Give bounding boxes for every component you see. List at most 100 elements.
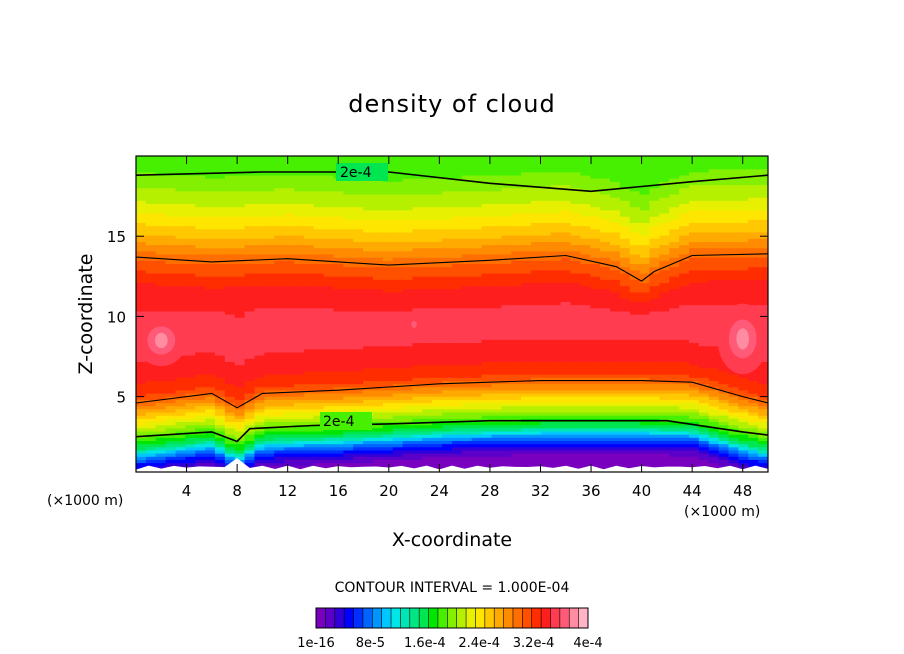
field-cell	[531, 206, 542, 211]
field-cell	[373, 355, 384, 359]
field-cell	[600, 276, 611, 280]
field-cell	[274, 449, 285, 454]
field-cell	[560, 361, 572, 366]
field-cell	[580, 456, 591, 460]
field-cell	[392, 216, 404, 220]
field-cell	[590, 184, 601, 189]
field-cell	[461, 307, 473, 312]
field-cell	[353, 288, 364, 293]
field-cell	[610, 272, 621, 277]
field-cell	[195, 301, 206, 306]
field-cell	[294, 317, 305, 321]
field-cell	[254, 244, 265, 249]
field-cell	[323, 156, 335, 160]
field-cell	[264, 364, 275, 369]
field-cell	[303, 241, 315, 246]
field-cell	[580, 430, 591, 435]
field-cell	[145, 187, 157, 192]
field-cell	[461, 348, 473, 353]
field-cell	[313, 427, 325, 432]
field-cell	[343, 247, 354, 252]
field-cell	[501, 260, 512, 265]
field-cell	[294, 197, 305, 201]
field-cell	[442, 200, 453, 204]
field-cell	[145, 301, 157, 306]
field-cell	[155, 374, 167, 378]
field-cell	[521, 405, 532, 410]
field-cell	[195, 408, 206, 413]
field-cell	[412, 367, 423, 372]
field-cell	[363, 159, 374, 163]
field-cell	[422, 276, 433, 280]
field-cell	[491, 443, 502, 448]
field-cell	[175, 250, 186, 255]
field-cell	[303, 377, 315, 381]
field-cell	[254, 361, 265, 366]
field-cell	[294, 421, 305, 426]
field-cell	[580, 260, 591, 265]
field-cell	[244, 449, 256, 454]
field-cell	[402, 370, 414, 375]
field-cell	[560, 159, 572, 163]
field-cell	[343, 219, 354, 223]
field-cell	[215, 159, 226, 163]
field-cell	[402, 336, 414, 340]
field-cell	[491, 402, 502, 407]
field-cell	[205, 364, 216, 369]
field-cell	[333, 190, 344, 195]
field-cell	[333, 351, 344, 356]
field-cell	[224, 336, 236, 340]
field-cell	[284, 184, 295, 189]
field-cell	[234, 288, 246, 293]
field-cell	[215, 212, 226, 217]
field-cell	[461, 355, 473, 359]
field-cell	[511, 361, 522, 366]
field-cell	[363, 247, 374, 252]
field-cell	[412, 225, 423, 230]
field-cell	[600, 370, 611, 375]
field-cell	[373, 336, 384, 340]
field-cell	[333, 446, 344, 451]
field-cell	[550, 269, 562, 274]
field-cell	[264, 190, 275, 195]
field-cell	[481, 298, 493, 302]
field-cell	[165, 364, 177, 369]
field-cell	[373, 421, 384, 426]
field-cell	[185, 238, 196, 242]
field-cell	[353, 257, 364, 261]
field-cell	[540, 380, 552, 385]
field-cell	[343, 212, 354, 217]
field-cell	[521, 178, 532, 182]
field-cell	[185, 456, 196, 460]
field-cell	[264, 427, 275, 432]
field-cell	[531, 358, 542, 362]
field-cell	[313, 415, 325, 419]
field-cell	[432, 405, 443, 410]
field-cell	[501, 171, 512, 176]
field-cell	[215, 430, 226, 435]
field-cell	[471, 383, 483, 388]
field-cell	[264, 314, 275, 318]
field-cell	[155, 386, 167, 391]
field-cell	[540, 241, 552, 246]
field-cell	[600, 260, 611, 265]
field-cell	[412, 190, 423, 195]
field-cell	[195, 190, 206, 195]
field-cell	[195, 374, 206, 378]
field-cell	[323, 364, 335, 369]
field-cell	[254, 298, 265, 302]
field-cell	[185, 351, 196, 356]
field-cell	[402, 393, 414, 397]
field-cell	[511, 424, 522, 429]
field-cell	[323, 190, 335, 195]
field-cell	[234, 241, 246, 246]
field-cell	[481, 222, 493, 227]
field-cell	[323, 235, 335, 239]
field-cell	[363, 383, 374, 388]
field-cell	[185, 415, 196, 419]
field-cell	[313, 241, 325, 246]
field-cell	[284, 437, 295, 441]
field-cell	[215, 168, 226, 173]
field-cell	[284, 332, 295, 337]
field-cell	[540, 200, 552, 204]
